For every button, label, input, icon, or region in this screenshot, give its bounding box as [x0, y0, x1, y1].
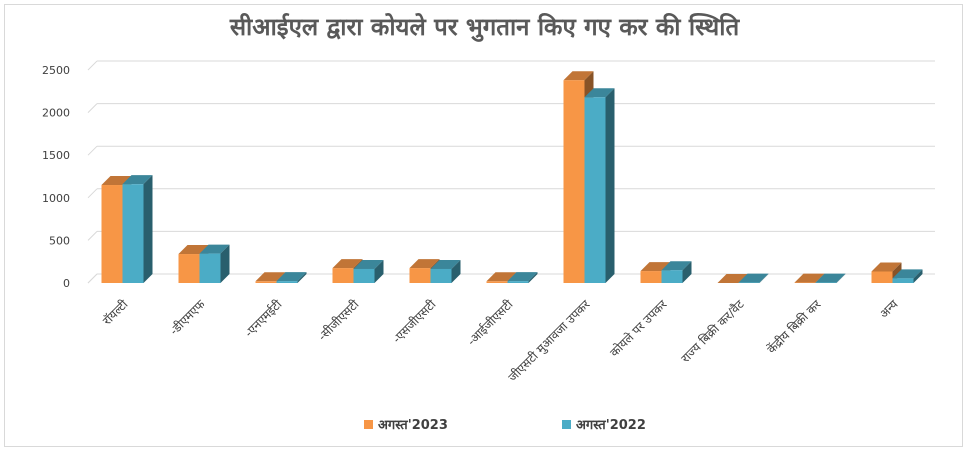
gridline-depth [87, 273, 98, 284]
bar-front [178, 254, 200, 283]
bar-top [276, 272, 307, 282]
bar-top [353, 259, 384, 269]
bar-front [871, 271, 893, 283]
bar-top [486, 272, 517, 282]
bar-side [528, 272, 538, 283]
bar-side [297, 272, 307, 283]
x-category-label: -एसजीएसटी [390, 297, 439, 346]
x-category-label: -एनएमईटी [242, 297, 285, 340]
gridline-depth [87, 103, 98, 113]
legend-item: अगस्त'2023 [364, 415, 448, 433]
legend-label: अगस्त'2023 [378, 418, 448, 433]
x-category-label: रॉयल्टी [100, 297, 131, 328]
bar-front [255, 281, 277, 283]
y-tick-label: 0 [63, 277, 70, 290]
bar-front [640, 271, 662, 283]
bar-front [892, 278, 914, 283]
bar-top [892, 269, 923, 279]
bar-front [101, 185, 123, 283]
y-tick-label: 2500 [42, 64, 70, 77]
gridline-depth [87, 231, 98, 241]
bar-front [563, 80, 585, 283]
y-tick-label: 1500 [42, 149, 70, 162]
bar-side [682, 261, 692, 283]
legend-swatch [364, 419, 373, 429]
bar-top [738, 273, 769, 283]
bar [507, 272, 538, 283]
x-category-label: -सीजीएसटी [315, 297, 362, 344]
bar [122, 175, 153, 283]
bar-front [486, 281, 508, 283]
bar-top [332, 259, 363, 269]
bar-top [563, 71, 594, 81]
chart-legend: अगस्त'2023 अगस्त'2022 [0, 415, 969, 435]
gridline-depth [87, 188, 98, 199]
bar [199, 244, 230, 283]
y-tick-label: 1000 [42, 192, 70, 205]
bar-top [507, 272, 538, 282]
bar-side [759, 273, 769, 283]
bar-top [430, 259, 461, 269]
legend-label: अगस्त'2022 [576, 418, 646, 433]
x-category-label: केंद्रीय बिक्री कर [764, 296, 824, 356]
bar-side [143, 175, 153, 283]
x-category-label: राज्य बिक्री कर/वैट [678, 297, 747, 366]
bar-top [255, 272, 286, 282]
bar-top [178, 245, 209, 255]
x-category-label: अन्य [877, 296, 902, 321]
bar-top [794, 273, 825, 283]
legend-swatch [562, 419, 571, 429]
bar-side [374, 259, 384, 283]
bar-front [332, 268, 354, 283]
bar-top [717, 274, 748, 283]
bar-top [122, 175, 153, 185]
bar [717, 274, 748, 283]
bar-front [199, 253, 221, 283]
y-tick-label: 500 [49, 234, 70, 247]
bar-side [913, 269, 923, 283]
bar [276, 272, 307, 283]
bar [815, 273, 846, 283]
bar-top [199, 244, 230, 254]
bar-top [661, 261, 692, 271]
bar-top [815, 273, 846, 283]
bar [584, 88, 615, 283]
bar-side [605, 88, 615, 283]
bar-front [122, 184, 144, 283]
bar-top [871, 262, 902, 272]
bar [353, 259, 384, 283]
bar-front [661, 270, 683, 283]
bar-front [430, 268, 452, 283]
bar-side [836, 273, 846, 283]
gridline-depth [87, 145, 98, 156]
bar-front [353, 268, 375, 283]
bar-top [409, 259, 440, 269]
bar [430, 259, 461, 283]
gridline-depth [87, 60, 98, 71]
bar-top [584, 88, 615, 98]
chart-frame [4, 4, 963, 447]
bar [892, 269, 923, 283]
bar-side [220, 244, 230, 283]
x-category-label: -डीएमएफ [167, 297, 208, 338]
x-category-label: -आईजीएसटी [464, 297, 516, 349]
legend-item: अगस्त'2022 [562, 415, 646, 433]
bar-front [409, 268, 431, 283]
x-category-label: जीएसटी मुआवजा उपकर [506, 296, 595, 385]
bar-front [507, 281, 529, 283]
bar [738, 273, 769, 283]
chart-title: सीआईएल द्वारा कोयले पर भुगतान किए गए कर … [229, 13, 740, 41]
bar-side [451, 259, 461, 283]
x-category-label: कोयले पर उपकर [607, 296, 670, 359]
y-tick-label: 2000 [42, 107, 70, 120]
bar-front [584, 97, 606, 283]
bar-front [276, 281, 298, 283]
bar [661, 261, 692, 283]
